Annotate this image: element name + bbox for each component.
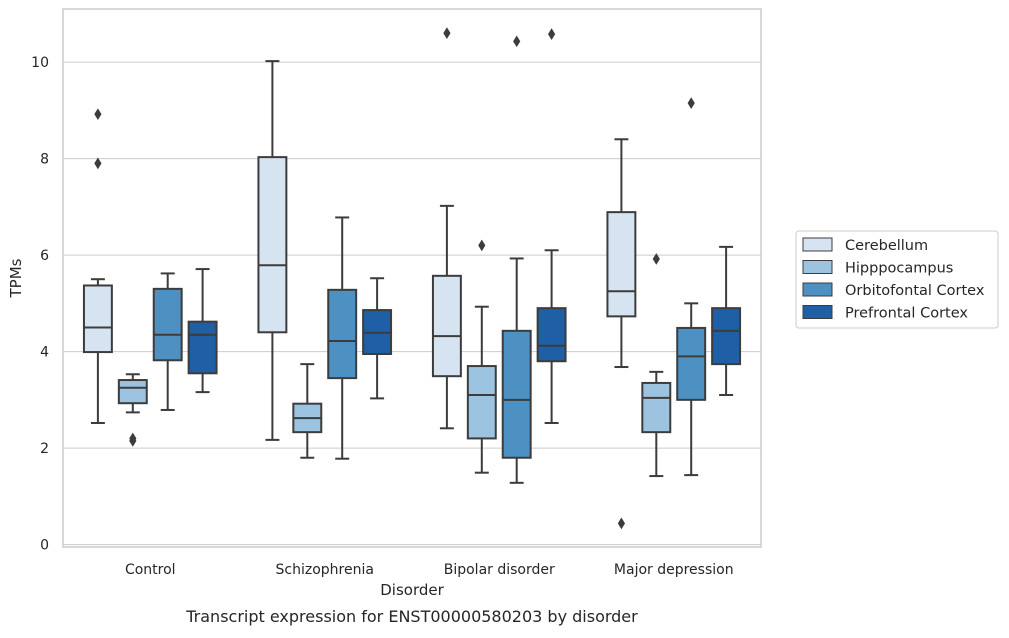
outlier-point [513, 35, 521, 48]
box-1-1 [292, 363, 323, 459]
x-tick-labels: Control Schizophrenia Bipolar disorder Majo… [125, 562, 734, 578]
legend-label-0: Cerebellum [845, 238, 928, 254]
box-2-2 [501, 35, 532, 484]
box-body [606, 211, 637, 318]
box-body [82, 284, 113, 354]
plot-frame [62, 8, 762, 548]
box-body [501, 329, 532, 459]
outlier-point [548, 28, 556, 40]
box-2-3 [676, 97, 707, 477]
box-3-2 [536, 28, 567, 424]
outlier-point [652, 253, 660, 265]
box-3-1 [362, 277, 393, 400]
legend-label-3: Prefrontal Cortex [845, 306, 968, 322]
y-tick-label-10: 10 [31, 55, 49, 71]
box-body [466, 365, 497, 440]
y-tick-labels: 0 2 4 6 8 10 [31, 55, 49, 554]
x-tick-label-major-depression: Major depression [614, 562, 734, 578]
box-body [536, 307, 567, 363]
y-tick-label-2: 2 [40, 441, 49, 457]
outlier-point [617, 517, 625, 530]
legend-label-2: Orbitofontal Cortex [845, 283, 985, 299]
box-series [82, 27, 742, 530]
x-tick-label-schizophrenia: Schizophrenia [276, 562, 374, 578]
box-body [711, 307, 742, 366]
legend-swatch-1 [802, 260, 833, 274]
legend-label-1: Hipppocampus [845, 261, 953, 277]
box-body [431, 274, 462, 378]
x-axis-label: Disorder [380, 581, 444, 599]
legend-frame [795, 230, 999, 329]
box-body [676, 326, 707, 401]
x-tick-label-control: Control [125, 562, 176, 578]
x-tick-label-bipolar-disorder: Bipolar disorder [444, 562, 555, 578]
box-3-0 [187, 268, 218, 394]
box-2-1 [327, 216, 358, 460]
legend-items: Cerebellum Hipppocampus Orbitofontal Corte… [802, 237, 985, 322]
outlier-point [478, 239, 486, 252]
y-tick-label-4: 4 [40, 345, 49, 361]
y-tick-label-6: 6 [40, 248, 49, 264]
legend-swatch-0 [802, 237, 833, 252]
outlier-point [443, 27, 451, 39]
box-3-3 [711, 245, 742, 397]
box-1-0 [117, 373, 148, 447]
y-tick-label-8: 8 [40, 152, 49, 168]
box-1-2 [466, 239, 497, 474]
box-1-3 [641, 253, 672, 478]
legend-swatch-3 [802, 305, 833, 319]
box-body [327, 288, 358, 380]
box-body [641, 381, 672, 434]
outlier-point [129, 434, 137, 447]
box-0-2 [431, 27, 462, 430]
outlier-point [687, 97, 695, 109]
box-body [187, 320, 218, 375]
box-body [257, 156, 288, 334]
y-tick-label-0: 0 [40, 538, 49, 554]
box-0-1 [257, 60, 288, 441]
box-body [117, 379, 148, 405]
outlier-point [94, 108, 102, 121]
legend-swatch-2 [802, 282, 833, 297]
box-0-0 [82, 108, 113, 424]
box-2-0 [152, 272, 183, 411]
figure-caption: Transcript expression for ENST0000058020… [185, 607, 638, 626]
box-body [152, 287, 183, 362]
legend: Cerebellum Hipppocampus Orbitofontal Corte… [795, 230, 999, 329]
outlier-point [94, 157, 102, 170]
y-axis-label: TPMs [7, 258, 25, 298]
box-0-3 [606, 138, 637, 530]
